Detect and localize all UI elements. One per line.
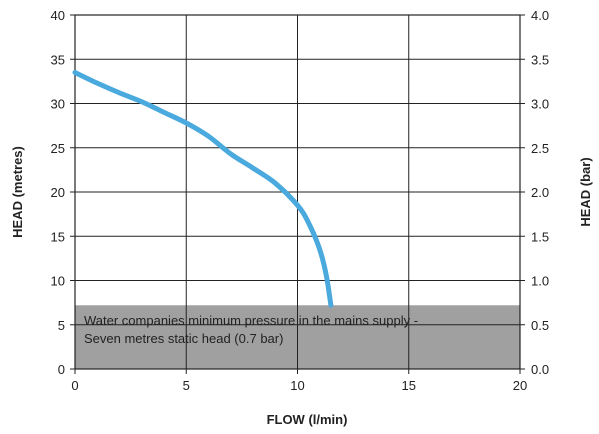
y-tick-label: 10 — [51, 274, 65, 289]
y-axis-title: HEAD (metres) — [10, 146, 25, 238]
y-tick-label: 25 — [51, 141, 65, 156]
y2-tick-label: 1.0 — [531, 274, 549, 289]
y2-tick-label: 4.0 — [531, 8, 549, 23]
y-tick-label: 5 — [58, 318, 65, 333]
y-tick-label: 15 — [51, 229, 65, 244]
x-axis-title: FLOW (l/min) — [267, 412, 348, 427]
y2-tick-label: 0.0 — [531, 362, 549, 377]
y2-axis-title: HEAD (bar) — [578, 157, 593, 226]
y2-tick-label: 0.5 — [531, 318, 549, 333]
shaded-region-label-1: Water companies minimum pressure in the … — [84, 313, 418, 328]
y-axis-ticks: 0 5 10 15 20 25 30 35 40 — [51, 8, 65, 377]
y2-tick-label: 3.5 — [531, 52, 549, 67]
shaded-region-label-2: Seven metres static head (0.7 bar) — [84, 331, 283, 346]
pump-curve-line — [72, 70, 334, 308]
y2-tick-label: 2.0 — [531, 185, 549, 200]
x-tick-label: 10 — [290, 378, 304, 393]
y2-tick-label: 1.5 — [531, 229, 549, 244]
y2-tick-label: 2.5 — [531, 141, 549, 156]
y-tick-label: 30 — [51, 97, 65, 112]
y-tick-label: 35 — [51, 52, 65, 67]
x-axis-ticks: 0 5 10 15 20 — [71, 369, 527, 393]
x-tick-label: 0 — [71, 378, 78, 393]
x-tick-label: 5 — [183, 378, 190, 393]
y-tick-label: 20 — [51, 185, 65, 200]
y2-tick-label: 3.0 — [531, 97, 549, 112]
y2-axis-ticks: 0.0 0.5 1.0 1.5 2.0 2.5 3.0 3.5 4.0 — [531, 8, 549, 377]
y-tick-label: 40 — [51, 8, 65, 23]
x-tick-label: 15 — [402, 378, 416, 393]
x-tick-label: 20 — [513, 378, 527, 393]
y-tick-label: 0 — [58, 362, 65, 377]
